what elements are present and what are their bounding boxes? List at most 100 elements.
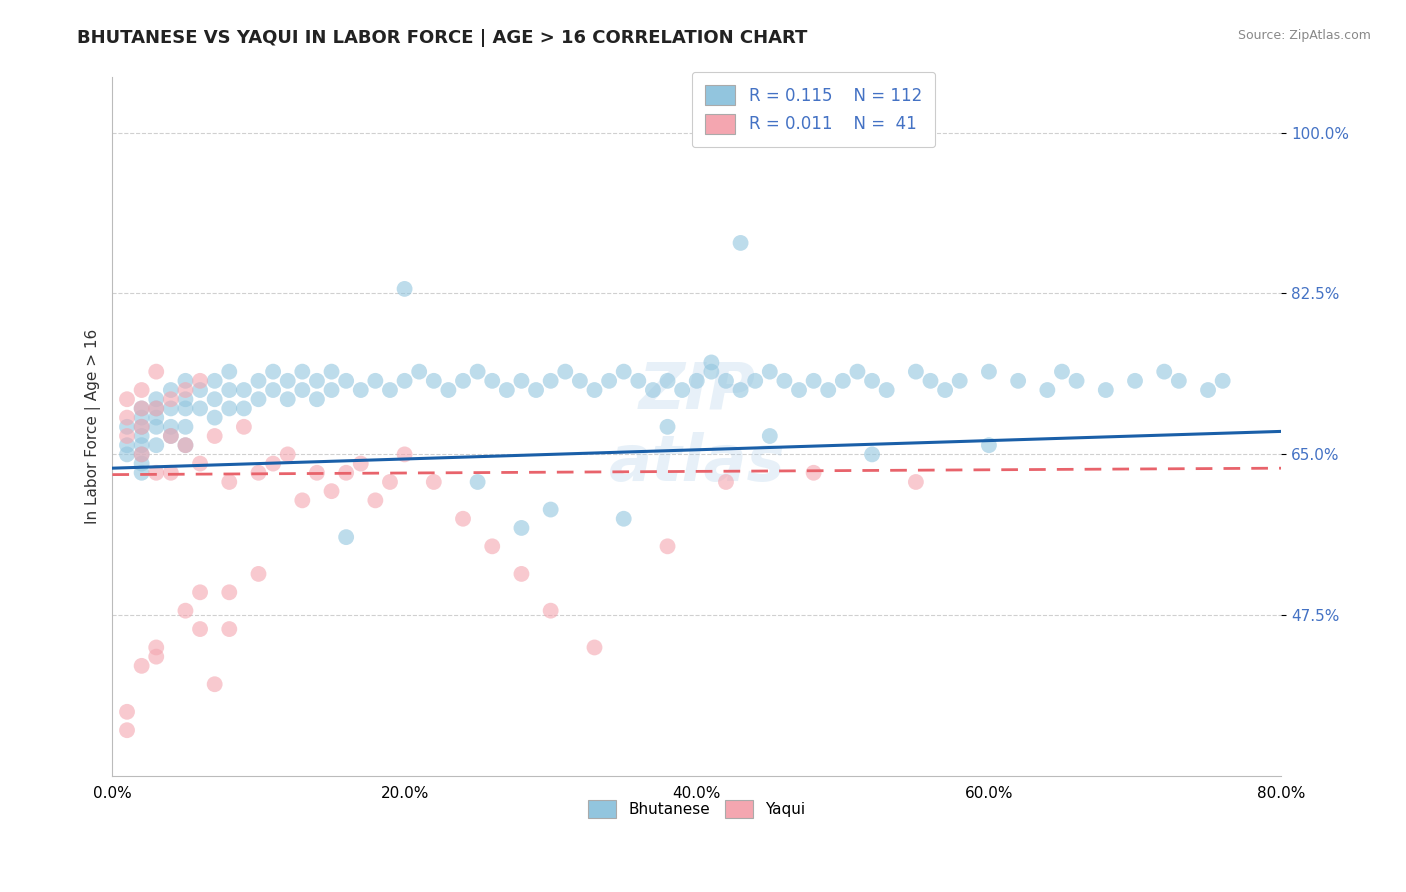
Point — [540, 502, 562, 516]
Point — [131, 447, 153, 461]
Text: Source: ZipAtlas.com: Source: ZipAtlas.com — [1237, 29, 1371, 42]
Point — [350, 383, 373, 397]
Point — [174, 438, 197, 452]
Point — [131, 447, 153, 461]
Point — [860, 374, 883, 388]
Point — [394, 374, 416, 388]
Point — [174, 401, 197, 416]
Point — [115, 392, 138, 407]
Point — [335, 466, 357, 480]
Point — [744, 374, 766, 388]
Point — [759, 429, 782, 443]
Point — [218, 622, 240, 636]
Point — [613, 512, 636, 526]
Point — [131, 383, 153, 397]
Point — [188, 622, 211, 636]
Point — [232, 383, 254, 397]
Point — [787, 383, 810, 397]
Point — [160, 392, 183, 407]
Point — [204, 410, 226, 425]
Point — [188, 401, 211, 416]
Point — [321, 365, 343, 379]
Point — [277, 374, 299, 388]
Point — [174, 438, 197, 452]
Point — [145, 649, 167, 664]
Point — [510, 566, 533, 581]
Point — [335, 374, 357, 388]
Point — [481, 539, 503, 553]
Point — [131, 457, 153, 471]
Point — [277, 392, 299, 407]
Point — [451, 512, 474, 526]
Point — [335, 530, 357, 544]
Point — [174, 374, 197, 388]
Point — [423, 475, 446, 489]
Point — [364, 493, 387, 508]
Point — [437, 383, 460, 397]
Point — [700, 365, 723, 379]
Point — [481, 374, 503, 388]
Point — [115, 429, 138, 443]
Point — [204, 429, 226, 443]
Point — [540, 604, 562, 618]
Point — [540, 374, 562, 388]
Point — [174, 392, 197, 407]
Point — [904, 475, 927, 489]
Point — [131, 419, 153, 434]
Point — [1212, 374, 1234, 388]
Y-axis label: In Labor Force | Age > 16: In Labor Force | Age > 16 — [86, 329, 101, 524]
Point — [291, 493, 314, 508]
Point — [262, 383, 284, 397]
Legend: Bhutanese, Yaqui: Bhutanese, Yaqui — [582, 794, 811, 824]
Point — [817, 383, 839, 397]
Point — [977, 365, 1000, 379]
Point — [657, 374, 679, 388]
Point — [378, 475, 401, 489]
Point — [160, 429, 183, 443]
Point — [160, 466, 183, 480]
Point — [305, 374, 328, 388]
Point — [583, 640, 606, 655]
Point — [115, 447, 138, 461]
Point — [291, 365, 314, 379]
Point — [115, 705, 138, 719]
Point — [232, 419, 254, 434]
Point — [204, 374, 226, 388]
Point — [613, 365, 636, 379]
Point — [949, 374, 972, 388]
Point — [131, 466, 153, 480]
Point — [145, 419, 167, 434]
Point — [145, 640, 167, 655]
Point — [291, 383, 314, 397]
Point — [568, 374, 591, 388]
Point — [188, 374, 211, 388]
Point — [115, 419, 138, 434]
Point — [160, 383, 183, 397]
Point — [188, 585, 211, 599]
Point — [1167, 374, 1189, 388]
Point — [920, 374, 942, 388]
Point — [1066, 374, 1088, 388]
Point — [160, 429, 183, 443]
Point — [321, 383, 343, 397]
Point — [218, 383, 240, 397]
Point — [730, 383, 752, 397]
Point — [495, 383, 517, 397]
Point — [131, 401, 153, 416]
Point — [145, 392, 167, 407]
Point — [860, 447, 883, 461]
Point — [934, 383, 956, 397]
Point — [394, 447, 416, 461]
Point — [1123, 374, 1146, 388]
Point — [686, 374, 709, 388]
Point — [803, 374, 825, 388]
Point — [657, 539, 679, 553]
Point — [247, 392, 270, 407]
Point — [467, 365, 489, 379]
Point — [451, 374, 474, 388]
Point — [131, 438, 153, 452]
Point — [831, 374, 853, 388]
Point — [188, 383, 211, 397]
Point — [145, 365, 167, 379]
Point — [1094, 383, 1116, 397]
